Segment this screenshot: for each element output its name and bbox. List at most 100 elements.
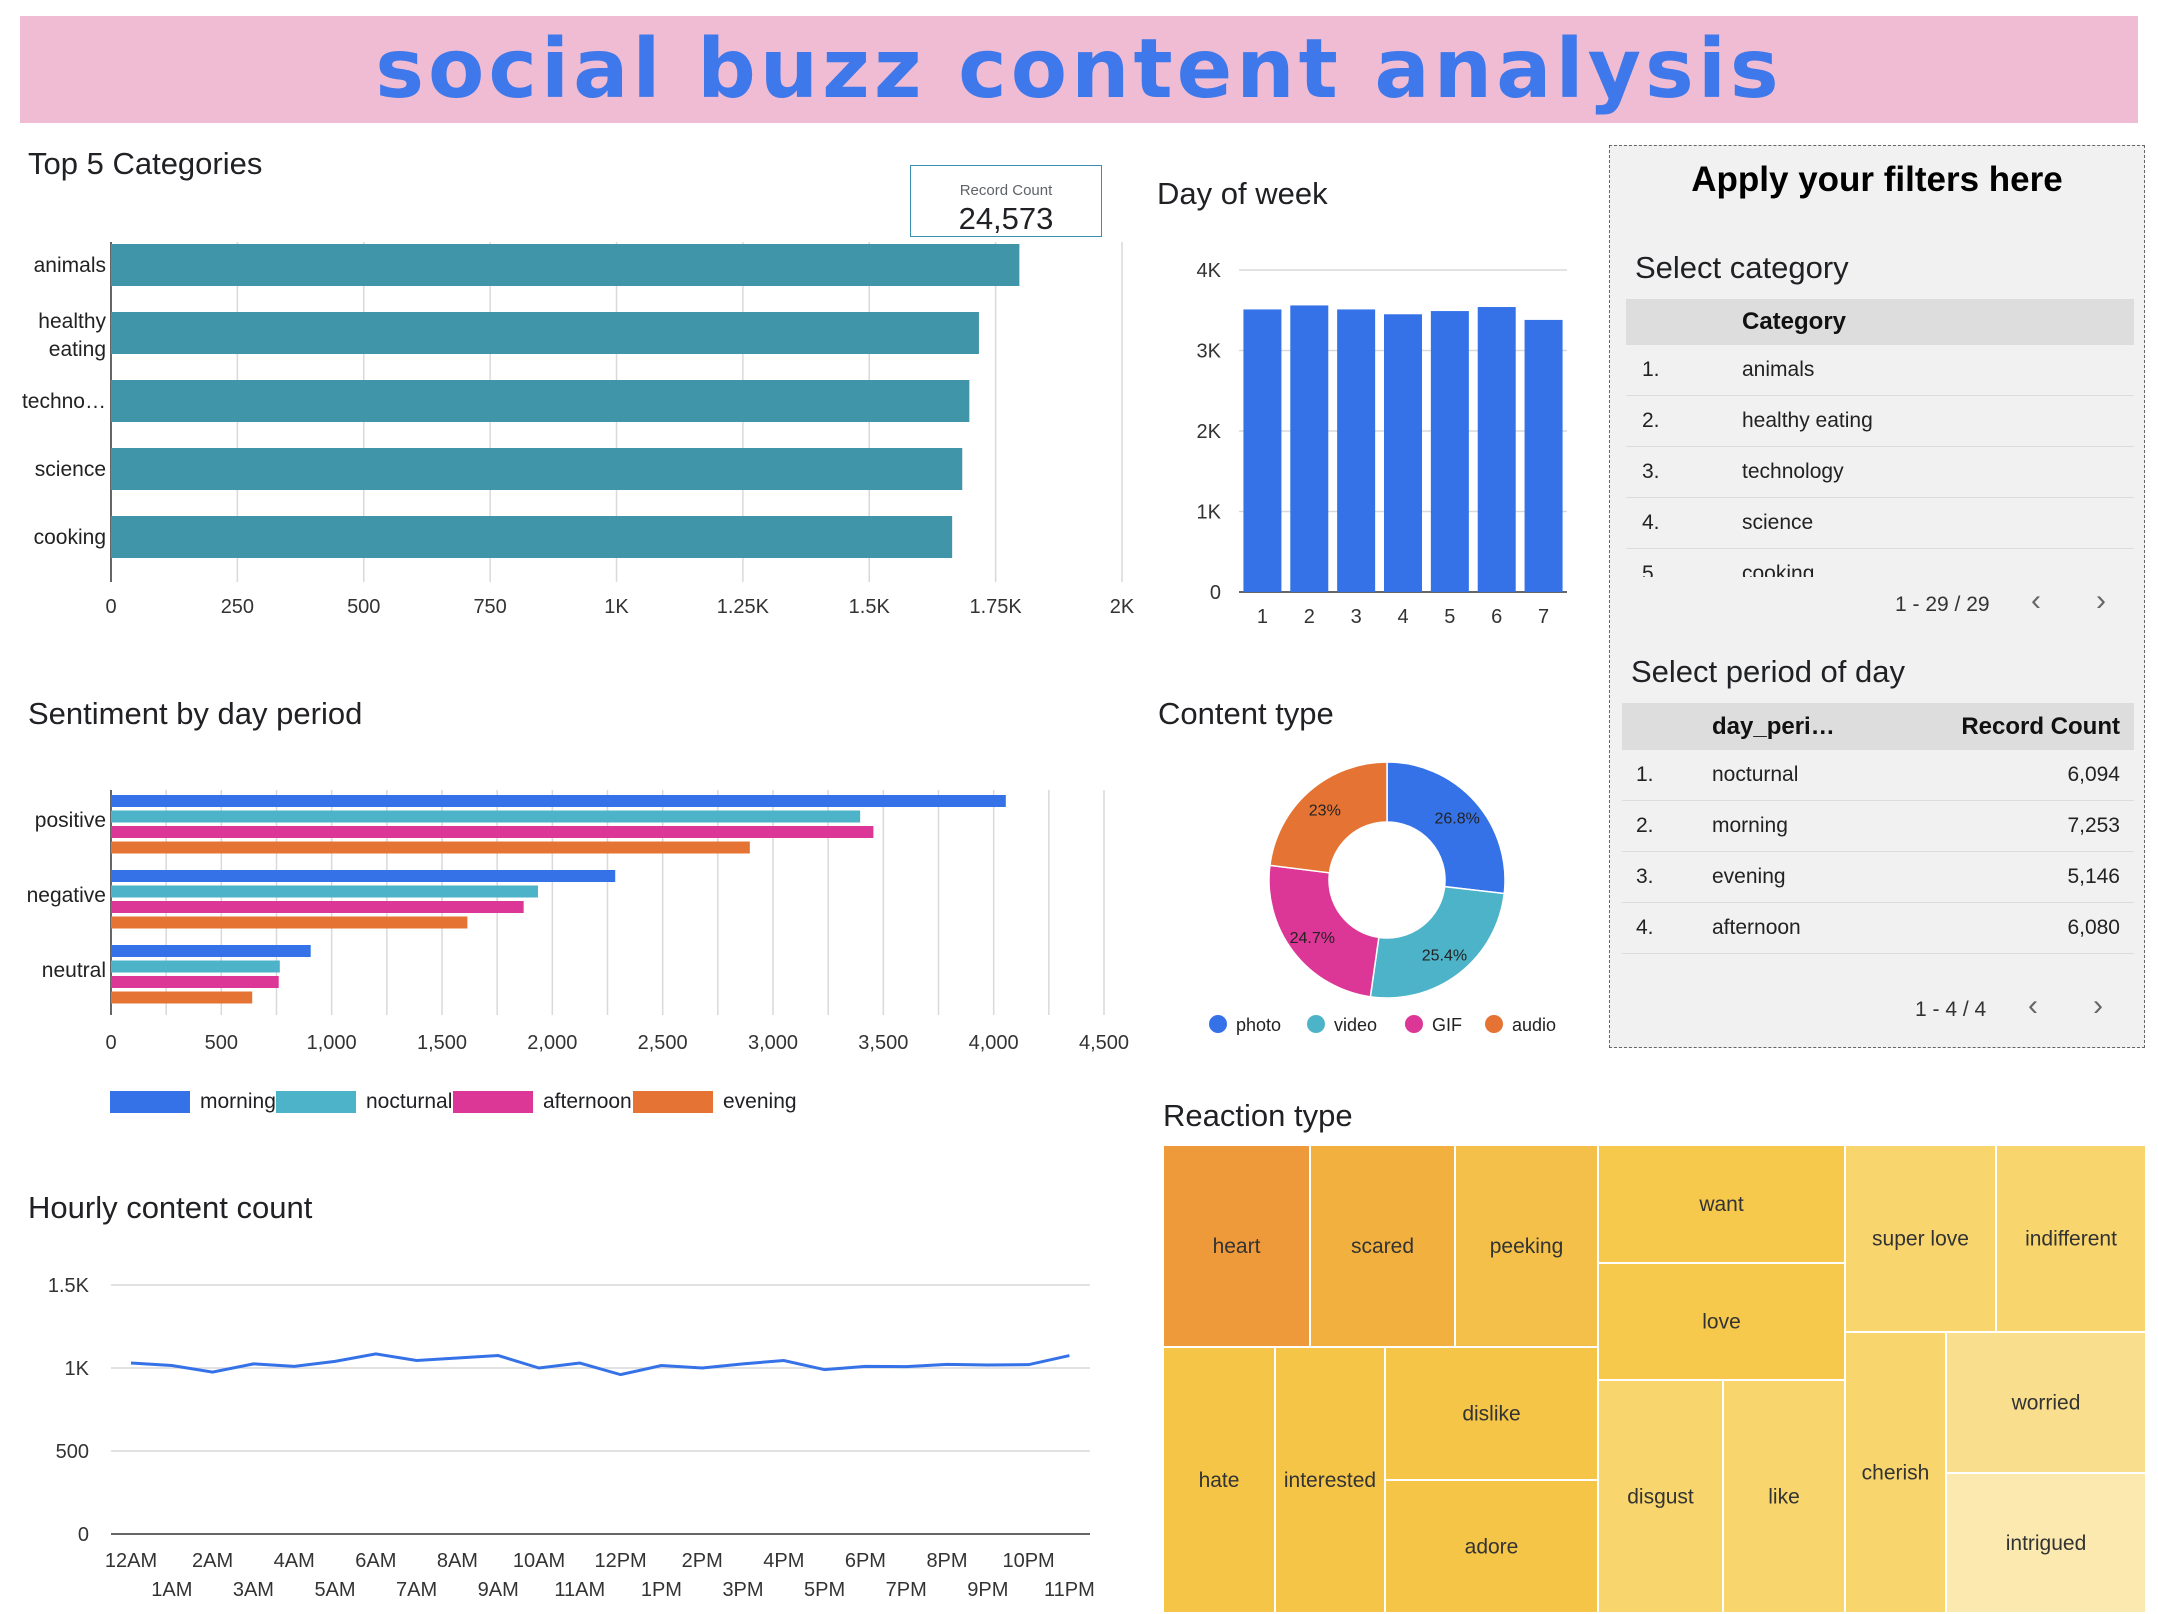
bar-day-7[interactable] (1524, 319, 1563, 592)
category-prev-page-icon[interactable]: ‹ (2031, 584, 2041, 617)
treemap-cell-indifferent[interactable] (1995, 1145, 2147, 1333)
x-tick-label: 7 (1538, 606, 1549, 628)
x-tick-label: 3,500 (858, 1032, 908, 1054)
y-tick-label: 3K (1197, 341, 1222, 363)
treemap-label: heart (1213, 1235, 1261, 1258)
bar-day-6[interactable] (1477, 307, 1516, 592)
bar-neutral-afternoon[interactable] (111, 976, 279, 988)
legend-item-evening[interactable]: evening (633, 1090, 797, 1114)
slice-photo[interactable] (1386, 761, 1506, 895)
slice-gif[interactable] (1268, 864, 1380, 998)
sentiment-bar-chart[interactable]: 0 500 1,000 1,500 2,000 2,500 3,000 3,500 4,000 4… (0, 780, 1150, 1070)
category-label: healthy eating (38, 310, 106, 361)
bar-negative-evening[interactable] (111, 916, 468, 929)
bar-day-3[interactable] (1337, 309, 1376, 592)
category-row[interactable]: 5. cooking (1626, 549, 2134, 577)
treemap-cell-disgust[interactable] (1597, 1379, 1724, 1613)
x-tick-label: 750 (473, 596, 506, 618)
bar-day-1[interactable] (1243, 309, 1282, 592)
x-tick-label: 6AM (355, 1550, 396, 1572)
slice-audio[interactable] (1269, 761, 1388, 874)
category-table-body[interactable]: 1. animals 2. healthy eating 3. technology … (1626, 345, 2134, 577)
sentiment-chart-title: Sentiment by day period (28, 696, 363, 731)
legend-label-photo[interactable]: photo (1236, 1015, 1281, 1035)
y-tick-label: 0 (1210, 582, 1221, 604)
treemap-cell-super-love[interactable] (1844, 1145, 1997, 1333)
bar-healthy-eating[interactable] (111, 312, 979, 354)
bar-negative-nocturnal[interactable] (111, 885, 538, 898)
bar-techno-[interactable] (111, 380, 970, 422)
category-next-page-icon[interactable]: › (2096, 584, 2106, 617)
x-tick-label: 1K (604, 596, 629, 618)
bar-positive-morning[interactable] (111, 795, 1006, 807)
treemap-cell-want[interactable] (1597, 1145, 1846, 1264)
category-row[interactable]: 1. animals (1626, 345, 2134, 396)
bar-day-2[interactable] (1290, 305, 1329, 592)
treemap-cell-worried[interactable] (1945, 1331, 2147, 1474)
bar-negative-afternoon[interactable] (111, 901, 524, 913)
record-count-scorecard: Record Count 24,573 (910, 165, 1102, 237)
legend-label-audio[interactable]: audio (1512, 1015, 1556, 1035)
legend-label-video[interactable]: video (1334, 1015, 1377, 1035)
x-tick-label: 4,000 (969, 1032, 1019, 1054)
legend-item-morning[interactable]: morning (110, 1090, 276, 1114)
day-of-week-bar-chart[interactable]: 0 1K 2K 3K 4K 1 2 3 4 5 6 7 (1150, 250, 1580, 640)
bar-neutral-evening[interactable] (111, 991, 253, 1004)
x-tick-label: 0 (105, 596, 116, 618)
categories-bar-chart[interactable]: 0 250 500 750 1K 1.25K 1.5K 1.75K 2K animals healt… (0, 230, 1150, 630)
bar-positive-evening[interactable] (111, 841, 750, 854)
period-row[interactable]: 2. morning 7,253 (1622, 801, 2134, 852)
sentiment-label: neutral (42, 959, 106, 982)
legend-label-gif[interactable]: GIF (1432, 1015, 1462, 1035)
content-type-title: Content type (1158, 696, 1334, 731)
legend-dot-gif[interactable] (1405, 1015, 1423, 1033)
legend-dot-video[interactable] (1307, 1015, 1325, 1033)
legend-item-nocturnal[interactable]: nocturnal (276, 1090, 452, 1114)
content-type-donut-chart[interactable]: 26.8% 25.4% 24.7% 23% photo video GIF audio (1150, 740, 1610, 1040)
treemap-label: cherish (1862, 1462, 1930, 1485)
treemap-cell-interested[interactable] (1274, 1346, 1386, 1613)
period-row[interactable]: 4. afternoon 6,080 (1622, 903, 2134, 954)
bar-neutral-morning[interactable] (111, 945, 311, 957)
bar-day-4[interactable] (1384, 314, 1422, 592)
treemap-cell-dislike[interactable] (1384, 1346, 1599, 1481)
reaction-treemap[interactable]: heart scared peeking want love super love indi… (1163, 1145, 2153, 1613)
y-tick-label: 0 (78, 1524, 89, 1546)
bar-day-5[interactable] (1430, 311, 1469, 592)
category-label: animals (34, 254, 106, 277)
treemap-cell-love[interactable] (1597, 1262, 1846, 1381)
period-row[interactable]: 1. nocturnal 6,094 (1622, 750, 2134, 801)
bar-science[interactable] (111, 448, 963, 490)
legend-item-afternoon[interactable]: afternoon (453, 1090, 632, 1114)
category-table-header[interactable]: Category (1626, 299, 2134, 345)
treemap-cell-scared[interactable] (1309, 1145, 1456, 1348)
treemap-cell-intrigued[interactable] (1945, 1472, 2147, 1613)
hourly-series-line[interactable] (130, 1352, 1070, 1377)
treemap-cell-peeking[interactable] (1454, 1145, 1599, 1348)
treemap-cell-hate[interactable] (1163, 1346, 1276, 1613)
legend-dot-audio[interactable] (1485, 1015, 1503, 1033)
legend-dot-photo[interactable] (1209, 1015, 1227, 1033)
bar-cooking[interactable] (111, 516, 953, 558)
period-next-page-icon[interactable]: › (2093, 989, 2103, 1022)
bar-negative-morning[interactable] (111, 870, 616, 882)
category-row[interactable]: 3. technology (1626, 447, 2134, 498)
treemap-cell-like[interactable] (1722, 1379, 1846, 1613)
treemap-cell-cherish[interactable] (1844, 1331, 1947, 1613)
category-name: healthy eating (1742, 409, 1873, 432)
bar-animals[interactable] (111, 244, 1020, 286)
bar-positive-afternoon[interactable] (111, 826, 874, 838)
period-prev-page-icon[interactable]: ‹ (2028, 989, 2038, 1022)
treemap-cell-adore[interactable] (1384, 1479, 1599, 1613)
slice-video[interactable] (1369, 885, 1506, 999)
bar-neutral-nocturnal[interactable] (111, 960, 280, 973)
period-row[interactable]: 3. evening 5,146 (1622, 852, 2134, 903)
category-row[interactable]: 4. science (1626, 498, 2134, 549)
x-tick-label: 4,500 (1079, 1032, 1129, 1054)
x-tick-label: 9AM (478, 1579, 519, 1601)
legend-swatch-afternoon (453, 1091, 533, 1113)
bar-positive-nocturnal[interactable] (111, 810, 861, 823)
category-row[interactable]: 2. healthy eating (1626, 396, 2134, 447)
period-table-header[interactable]: day_peri… Record Count (1622, 703, 2134, 750)
